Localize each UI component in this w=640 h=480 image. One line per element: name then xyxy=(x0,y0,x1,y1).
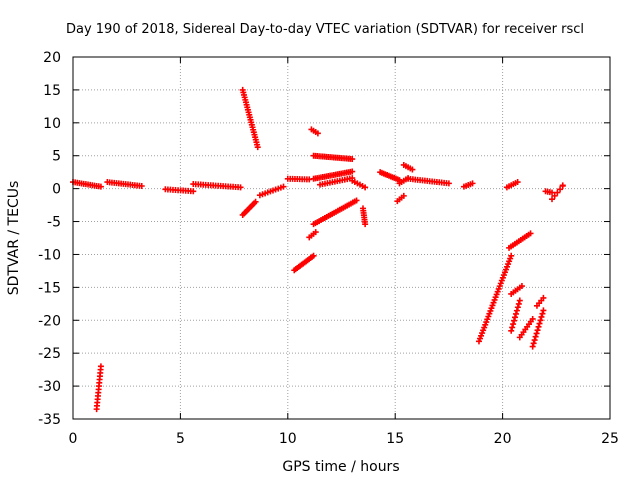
data-point xyxy=(535,323,542,330)
data-point xyxy=(190,188,197,195)
data-point xyxy=(518,283,525,290)
y-tick-label: -30 xyxy=(38,379,61,395)
data-point xyxy=(254,144,261,151)
data-point xyxy=(530,340,537,347)
axis-ticks xyxy=(72,56,611,420)
data-point xyxy=(529,343,536,350)
y-tick-label: -35 xyxy=(38,412,61,428)
data-point xyxy=(515,300,522,307)
data-point xyxy=(527,230,534,237)
data-point xyxy=(349,168,356,175)
data-point xyxy=(508,252,515,259)
data-point xyxy=(532,333,539,340)
data-point xyxy=(97,363,104,370)
data-point xyxy=(512,314,519,321)
data-point xyxy=(514,179,521,186)
x-tick-label: 20 xyxy=(494,431,512,447)
data-point xyxy=(353,197,360,204)
data-point xyxy=(540,307,547,314)
grid-lines xyxy=(73,57,610,419)
data-point xyxy=(529,315,536,322)
data-point xyxy=(549,196,556,203)
data-point xyxy=(534,327,541,334)
data-point xyxy=(310,252,317,259)
y-tick-label: -10 xyxy=(38,247,61,263)
y-tick-label: -25 xyxy=(38,346,61,362)
x-tick-label: 15 xyxy=(386,431,404,447)
y-tick-label: 5 xyxy=(52,149,61,165)
data-point xyxy=(554,189,561,196)
x-tick-label: 25 xyxy=(601,431,619,447)
data-point xyxy=(512,310,519,317)
chart-title: Day 190 of 2018, Sidereal Day-to-day VTE… xyxy=(66,22,584,37)
data-point xyxy=(514,304,521,311)
data-point xyxy=(516,297,523,304)
data-point xyxy=(510,321,517,328)
data-point xyxy=(349,156,356,163)
data-point xyxy=(559,182,566,189)
x-tick-label: 10 xyxy=(279,431,297,447)
x-tick-label: 5 xyxy=(176,431,185,447)
data-point xyxy=(513,307,520,314)
data-point xyxy=(409,166,416,173)
y-tick-label: 20 xyxy=(43,50,61,66)
y-tick-label: -5 xyxy=(47,215,61,231)
data-point xyxy=(138,183,145,190)
data-point xyxy=(509,324,516,331)
data-point xyxy=(314,130,321,137)
data-point xyxy=(508,327,515,334)
data-point xyxy=(280,183,287,190)
y-tick-label: 0 xyxy=(52,182,61,198)
data-point xyxy=(312,229,319,236)
data-point xyxy=(97,183,104,190)
data-point xyxy=(557,186,564,193)
data-points xyxy=(70,86,566,413)
data-point xyxy=(400,192,407,199)
data-point xyxy=(551,192,558,199)
data-point xyxy=(469,180,476,187)
data-point xyxy=(539,310,546,317)
data-point xyxy=(537,317,544,324)
data-point xyxy=(549,189,556,196)
data-point xyxy=(536,320,543,327)
y-tick-label: 10 xyxy=(43,116,61,132)
plot-frame xyxy=(72,56,611,420)
data-point xyxy=(237,184,244,191)
data-point xyxy=(538,313,545,320)
data-point xyxy=(252,198,259,205)
data-point xyxy=(531,337,538,344)
data-point xyxy=(445,180,452,187)
y-axis-label: SDTVAR / TECUs xyxy=(6,181,22,296)
data-point xyxy=(362,184,369,191)
y-tick-label: -20 xyxy=(38,313,61,329)
data-point xyxy=(362,221,369,228)
x-axis-label: GPS time / hours xyxy=(282,459,399,475)
data-point xyxy=(511,317,518,324)
data-point xyxy=(540,294,547,301)
tick-labels: 0 5 10 15 20 25 -35 -30 -25 -20 -15 -10 -5 0 5 10 15 20 xyxy=(38,50,619,447)
y-tick-label: 15 xyxy=(43,83,61,99)
data-point xyxy=(533,330,540,337)
x-tick-label: 0 xyxy=(69,431,78,447)
y-tick-label: -15 xyxy=(38,280,61,296)
